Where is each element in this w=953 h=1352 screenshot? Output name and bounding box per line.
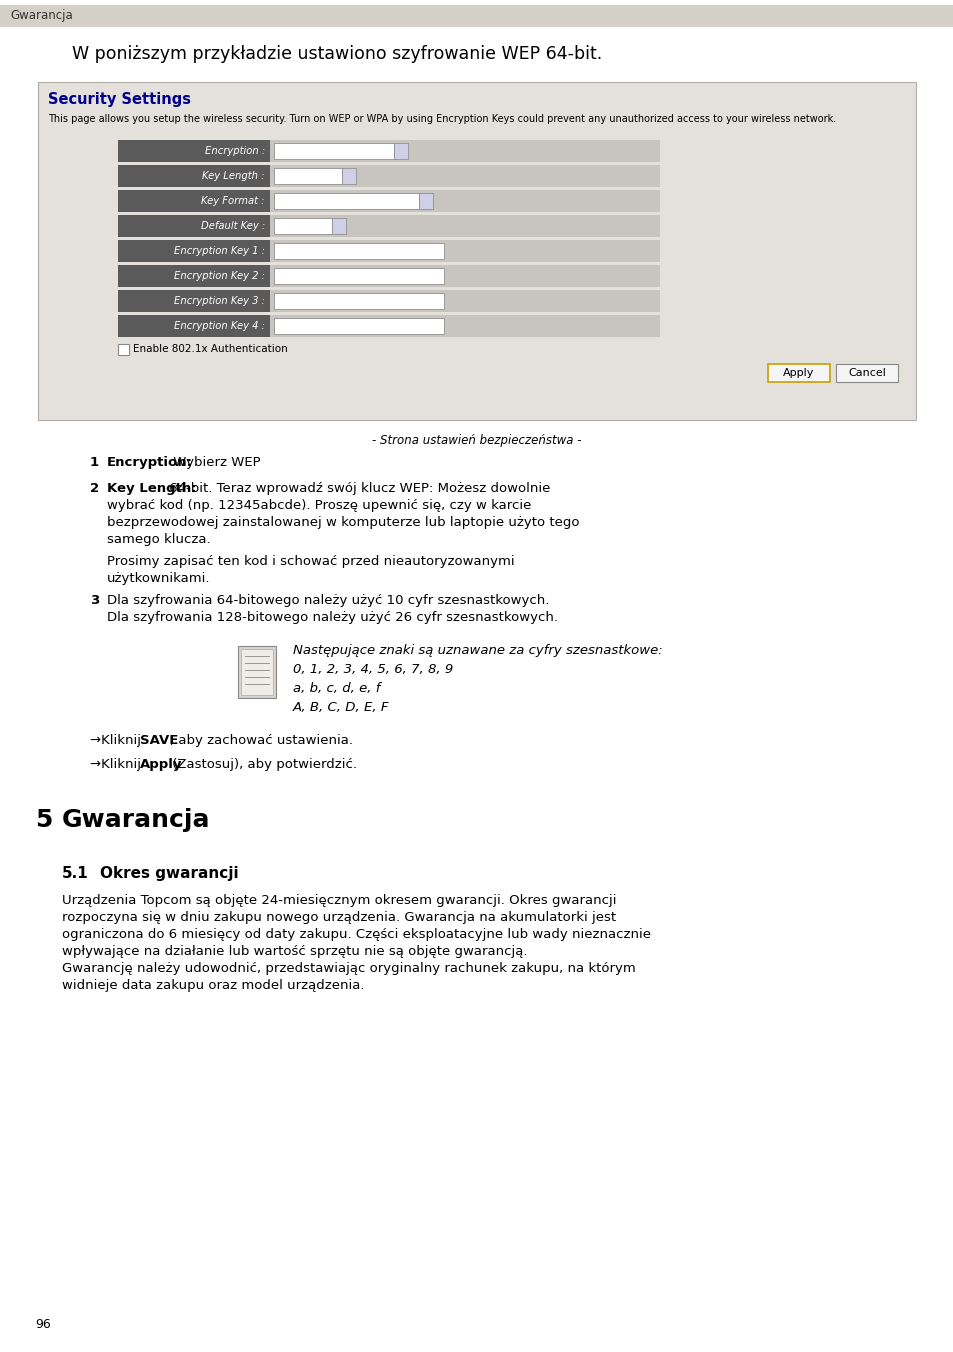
Text: bezprzewodowej zainstalowanej w komputerze lub laptopie użyto tego: bezprzewodowej zainstalowanej w komputer…	[107, 516, 578, 529]
Text: wybrać kod (np. 12345abcde). Proszę upewnić się, czy w karcie: wybrać kod (np. 12345abcde). Proszę upew…	[107, 499, 531, 512]
Bar	[332, 218, 346, 234]
Text: wpływające na działanie lub wartość sprzętu nie są objęte gwarancją.: wpływające na działanie lub wartość sprz…	[62, 945, 527, 959]
Bar	[241, 649, 273, 695]
Text: Hex (10 characters): Hex (10 characters)	[277, 196, 375, 206]
Text: Urządzenia Topcom są objęte 24-miesięcznym okresem gwarancji. Okres gwarancji: Urządzenia Topcom są objęte 24-miesięczn…	[62, 894, 616, 907]
Text: 2: 2	[90, 483, 99, 495]
Text: ▼: ▼	[346, 173, 351, 178]
Text: WEP: WEP	[277, 146, 299, 155]
Text: Cancel: Cancel	[847, 368, 885, 379]
Bar	[118, 343, 129, 356]
Text: Key Length:: Key Length:	[107, 483, 196, 495]
Text: Security Settings: Security Settings	[48, 92, 191, 107]
Bar	[118, 289, 270, 312]
Text: 64-bit. Teraz wprowadź swój klucz WEP: Możesz dowolnie: 64-bit. Teraz wprowadź swój klucz WEP: M…	[165, 483, 550, 495]
Text: Apply: Apply	[140, 758, 182, 771]
Bar	[274, 168, 341, 184]
Bar	[118, 165, 270, 187]
Text: Enable 802.1x Authentication: Enable 802.1x Authentication	[132, 345, 288, 354]
Text: ▼: ▼	[336, 223, 341, 228]
Bar	[274, 293, 443, 310]
Text: użytkownikami.: użytkownikami.	[107, 572, 211, 585]
Text: 5: 5	[35, 808, 52, 831]
Text: 0, 1, 2, 3, 4, 5, 6, 7, 8, 9: 0, 1, 2, 3, 4, 5, 6, 7, 8, 9	[293, 662, 453, 676]
Text: Default Key :: Default Key :	[200, 220, 265, 231]
Text: Okres gwarancji: Okres gwarancji	[100, 867, 238, 882]
Bar	[38, 82, 915, 420]
Bar	[274, 193, 418, 210]
Text: Dla szyfrowania 128-bitowego należy użyć 26 cyfr szesnastkowych.: Dla szyfrowania 128-bitowego należy użyć…	[107, 611, 558, 625]
Bar	[767, 364, 829, 383]
Text: 64-bit: 64-bit	[277, 170, 306, 181]
Bar	[270, 191, 659, 212]
Text: Następujące znaki są uznawane za cyfry szesnastkowe:: Następujące znaki są uznawane za cyfry s…	[293, 644, 662, 657]
Bar	[394, 143, 408, 160]
Bar	[118, 265, 270, 287]
Text: Key 1: Key 1	[277, 220, 305, 231]
Text: rozpoczyna się w dniu zakupu nowego urządzenia. Gwarancja na akumulatorki jest: rozpoczyna się w dniu zakupu nowego urzą…	[62, 911, 616, 923]
Bar	[270, 315, 659, 337]
Bar	[274, 268, 443, 284]
Bar	[118, 241, 270, 262]
Bar	[0, 5, 953, 27]
Bar	[118, 315, 270, 337]
Bar	[341, 168, 355, 184]
Bar	[118, 191, 270, 212]
Bar	[274, 243, 443, 260]
Text: (Zastosuj), aby potwierdzić.: (Zastosuj), aby potwierdzić.	[168, 758, 356, 771]
Text: Encryption Key 1 :: Encryption Key 1 :	[173, 246, 265, 256]
Text: Encryption:: Encryption:	[107, 456, 193, 469]
Bar	[270, 241, 659, 262]
Bar	[835, 364, 897, 383]
Text: ··········: ··········	[277, 296, 308, 306]
Text: - Strona ustawień bezpieczeństwa -: - Strona ustawień bezpieczeństwa -	[372, 434, 581, 448]
Text: Key Format :: Key Format :	[201, 196, 265, 206]
Bar	[274, 218, 332, 234]
Text: widnieje data zakupu oraz model urządzenia.: widnieje data zakupu oraz model urządzen…	[62, 979, 364, 992]
Text: 1: 1	[90, 456, 99, 469]
Bar	[118, 141, 270, 162]
Text: ▼: ▼	[423, 199, 428, 204]
Text: Gwarancja: Gwarancja	[62, 808, 211, 831]
Text: ▼: ▼	[398, 149, 403, 154]
Text: 96: 96	[35, 1318, 51, 1330]
Bar	[274, 318, 443, 334]
Bar	[418, 193, 433, 210]
Bar	[237, 646, 275, 698]
Text: , aby zachować ustawienia.: , aby zachować ustawienia.	[170, 734, 353, 748]
Text: Key Length :: Key Length :	[202, 170, 265, 181]
Text: Wybierz WEP: Wybierz WEP	[169, 456, 260, 469]
Text: Encryption Key 4 :: Encryption Key 4 :	[173, 320, 265, 331]
Text: Prosimy zapisać ten kod i schować przed nieautoryzowanymi: Prosimy zapisać ten kod i schować przed …	[107, 556, 514, 568]
Text: →Kliknij: →Kliknij	[90, 734, 145, 748]
Bar	[118, 215, 270, 237]
Bar	[270, 165, 659, 187]
Text: ··········: ··········	[277, 270, 308, 281]
Text: ··········: ··········	[277, 320, 308, 331]
Text: Encryption :: Encryption :	[205, 146, 265, 155]
Text: Gwarancja: Gwarancja	[10, 9, 72, 23]
Text: 12345abcde: 12345abcde	[277, 246, 338, 256]
Text: Dla szyfrowania 64-bitowego należy użyć 10 cyfr szesnastkowych.: Dla szyfrowania 64-bitowego należy użyć …	[107, 594, 549, 607]
Text: Encryption Key 2 :: Encryption Key 2 :	[173, 270, 265, 281]
Text: Apply: Apply	[782, 368, 814, 379]
Text: W poniższym przykładzie ustawiono szyfrowanie WEP 64-bit.: W poniższym przykładzie ustawiono szyfro…	[71, 45, 601, 64]
Text: Gwarancję należy udowodnić, przedstawiając oryginalny rachunek zakupu, na którym: Gwarancję należy udowodnić, przedstawiaj…	[62, 963, 635, 975]
Text: 3: 3	[90, 594, 99, 607]
Bar	[274, 143, 394, 160]
Bar	[270, 265, 659, 287]
Text: A, B, C, D, E, F: A, B, C, D, E, F	[293, 700, 389, 714]
Text: ograniczona do 6 miesięcy od daty zakupu. Części eksploatacyjne lub wady nieznac: ograniczona do 6 miesięcy od daty zakupu…	[62, 927, 650, 941]
Text: This page allows you setup the wireless security. Turn on WEP or WPA by using En: This page allows you setup the wireless …	[48, 114, 836, 124]
Text: SAVE: SAVE	[140, 734, 178, 748]
Bar	[270, 215, 659, 237]
Text: →Kliknij: →Kliknij	[90, 758, 145, 771]
Bar	[270, 289, 659, 312]
Text: 5.1: 5.1	[62, 867, 89, 882]
Text: Encryption Key 3 :: Encryption Key 3 :	[173, 296, 265, 306]
Text: a, b, c, d, e, f: a, b, c, d, e, f	[293, 681, 380, 695]
Bar	[270, 141, 659, 162]
Text: samego klucza.: samego klucza.	[107, 533, 211, 546]
